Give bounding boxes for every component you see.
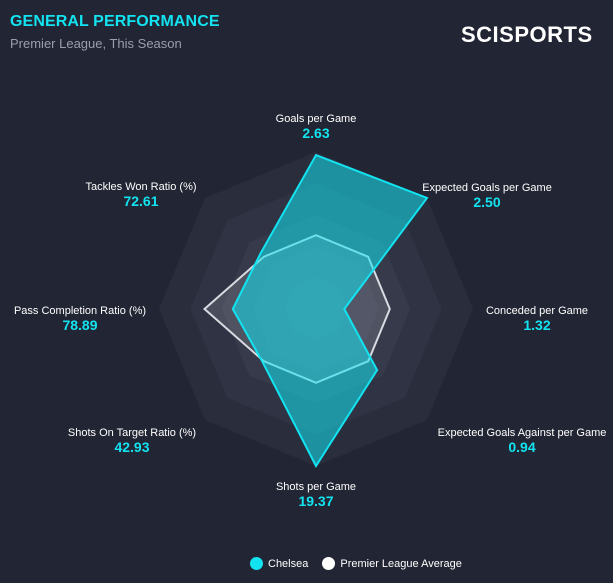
axis-value: 2.50 [473,194,500,210]
axis-label: Goals per Game [276,113,357,125]
legend-item-team[interactable]: Chelsea [250,557,308,570]
legend-swatch-team [250,557,263,570]
axis-value: 0.94 [508,439,535,455]
axis-label: Tackles Won Ratio (%) [85,181,196,193]
axis-label: Expected Goals per Game [422,182,552,194]
chart-title: GENERAL PERFORMANCE [10,13,220,30]
axis-value: 72.61 [123,193,158,209]
legend-swatch-average [322,557,336,570]
scisports-logo: SCISPORTS [461,22,593,47]
legend-label-team: Chelsea [268,557,309,570]
axis-label: Shots On Target Ratio (%) [68,427,196,439]
axis-label: Conceded per Game [486,305,588,317]
axis-value: 1.32 [523,317,550,333]
axis-label: Pass Completion Ratio (%) [14,305,146,317]
series-polygon-team [231,153,429,469]
axis-value: 78.89 [62,317,97,333]
legend-label-average: Premier League Average [340,557,462,570]
axis-value: 42.93 [114,439,149,455]
axis-value: 2.63 [302,125,329,141]
radar-series [202,153,429,469]
axis-label: Expected Goals Against per Game [438,427,607,439]
legend-item-average[interactable]: Premier League Average [322,557,462,570]
legend: Chelsea Premier League Average [250,557,476,570]
axis-label: Shots per Game [276,481,356,493]
chart-subtitle: Premier League, This Season [10,36,182,51]
axis-value: 19.37 [298,493,333,509]
